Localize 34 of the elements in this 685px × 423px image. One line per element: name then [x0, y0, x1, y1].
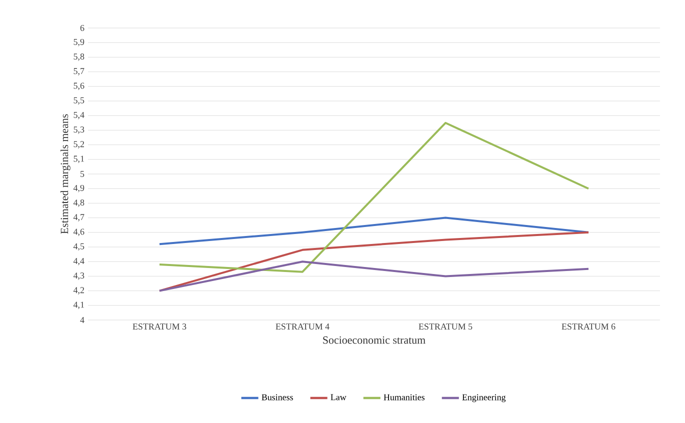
y-tick-label: 5,2 — [74, 141, 84, 148]
line-series — [158, 260, 590, 292]
y-tick-label: 4 — [80, 317, 84, 323]
legend-label: Engineering — [462, 394, 506, 402]
y-tick-label: 6 — [80, 24, 84, 32]
y-tick-label: 4,9 — [73, 184, 84, 192]
line-series — [158, 122, 590, 273]
y-tick-label: 5,8 — [74, 54, 84, 61]
y-tick-label: 4,3 — [73, 272, 84, 280]
x-axis-title: Socioeconomic stratum — [323, 336, 426, 344]
legend-label: Business — [262, 394, 293, 400]
legend-label: Law — [330, 394, 346, 400]
y-tick-label: 5,4 — [74, 112, 84, 120]
y-tick-label: 4,2 — [73, 287, 84, 294]
y-tick-label: 4,8 — [73, 200, 84, 207]
y-tick-label: 4,4 — [73, 258, 84, 266]
y-tick-label: 5,6 — [74, 82, 84, 90]
line-series — [158, 231, 590, 292]
y-tick-label: 5,3 — [74, 126, 84, 134]
x-tick-label: ESTRATUM 5 — [418, 324, 472, 330]
y-tick-label: 4,5 — [73, 243, 84, 251]
y-tick-label: 5 — [80, 171, 84, 177]
y-tick-label: 4,7 — [73, 214, 84, 222]
y-tick-label: 5,9 — [74, 38, 84, 46]
legend-label: Humanities — [384, 394, 425, 400]
y-tick-label: 5,1 — [74, 156, 84, 164]
y-tick-label: 5,7 — [74, 68, 84, 76]
x-tick-label: ESTRATUM 6 — [562, 324, 616, 330]
x-tick-label: ESTRATUM 4 — [276, 324, 330, 330]
x-tick-label: ESTRATUM 3 — [132, 324, 186, 330]
y-tick-label: 5,5 — [74, 97, 84, 105]
y-axis-title: Estimated marginals means — [60, 114, 70, 234]
y-tick-label: 4,6 — [73, 228, 84, 236]
y-tick-label: 4,1 — [73, 302, 84, 310]
